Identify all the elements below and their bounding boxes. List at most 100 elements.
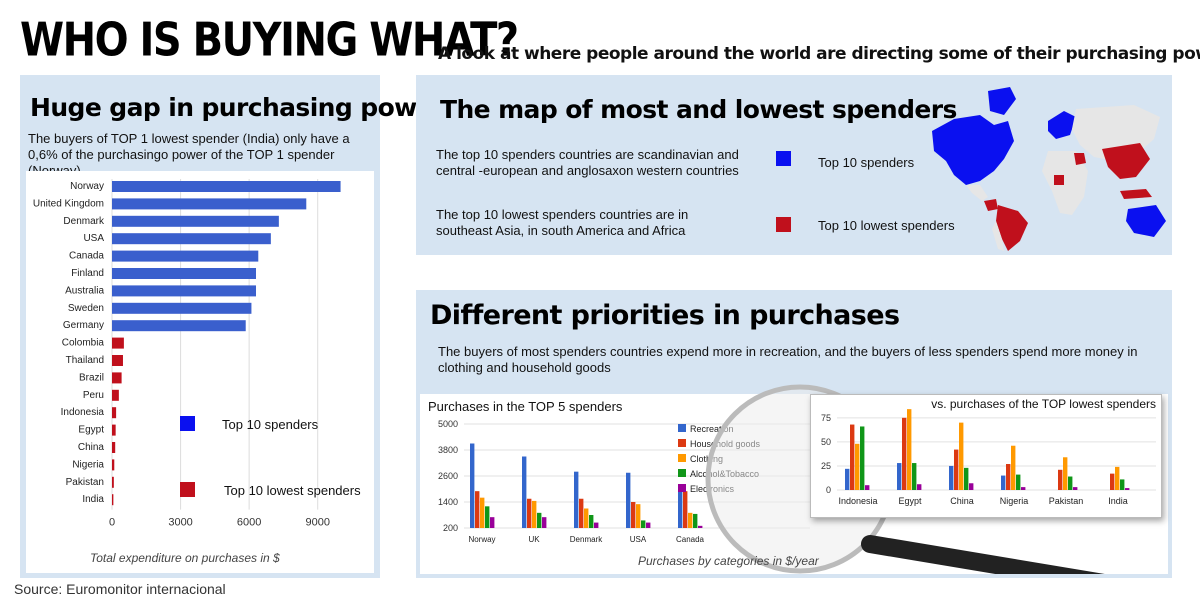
category-label: China [78, 442, 105, 453]
greenland-shape [988, 87, 1016, 115]
priorities-chart-box: Purchases in the TOP 5 spenders 200 1400 26… [420, 384, 1168, 574]
bar-denmark-4 [594, 522, 599, 528]
legend-top-swatch [180, 416, 195, 431]
y-tick-label: 25 [821, 461, 831, 471]
category-label: United Kingdom [33, 198, 104, 209]
africa-shape [1042, 151, 1088, 215]
priorities-description: The buyers of most spenders countries ex… [438, 344, 1138, 375]
map-legend-top-swatch [776, 151, 791, 166]
bar-egypt-2 [907, 409, 912, 490]
magnifier-handle [861, 535, 1105, 574]
category-label: Pakistan [1049, 496, 1084, 506]
bar-pakistan-3 [1068, 476, 1073, 490]
expenditure-chart-footer: Total expenditure on purchases in $ [90, 551, 280, 565]
bar-united-kingdom [112, 198, 307, 210]
purchasing-gap-panel: Huge gap in purchasing power The buyers … [20, 75, 445, 578]
bar-egypt-1 [902, 417, 907, 490]
bar-india [112, 494, 114, 506]
bar-uk-2 [532, 500, 537, 528]
x-tick-label: 0 [109, 517, 115, 529]
category-label: Canada [69, 251, 104, 262]
bar-india-4 [1125, 488, 1130, 490]
category-label: Brazil [79, 372, 104, 383]
x-tick-label: 3000 [168, 517, 192, 529]
y-tick-label: 75 [821, 413, 831, 423]
x-tick-label: 9000 [305, 517, 329, 529]
category-label: UK [528, 535, 540, 544]
bar-uk-0 [522, 456, 527, 528]
colombia-shape [984, 199, 998, 211]
category-label: Denmark [63, 216, 105, 227]
priorities-title: Different priorities in purchases [430, 300, 900, 331]
bar-brazil [112, 372, 122, 384]
bar-pakistan-2 [1063, 457, 1068, 490]
map-text-top: The top 10 spenders countries are scandi… [436, 147, 739, 178]
category-label: Norway [468, 535, 495, 544]
bar-nigeria-0 [1001, 475, 1006, 490]
bar-denmark [112, 215, 279, 227]
bar-norway-1 [475, 491, 480, 528]
bar-norway-3 [485, 506, 490, 528]
legend-swatch [678, 439, 686, 447]
category-label: Indonesia [61, 407, 105, 418]
bar-usa-0 [626, 472, 631, 528]
bar-thailand [112, 355, 123, 366]
category-label: Nigeria [72, 459, 104, 470]
bar-indonesia-4 [865, 485, 870, 490]
bar-usa-3 [641, 520, 646, 528]
bar-norway-0 [470, 443, 475, 528]
bar-canada-3 [693, 513, 698, 528]
indonesia-shape [1120, 189, 1152, 199]
category-label: Canada [676, 535, 705, 544]
bar-usa-4 [646, 522, 651, 528]
bar-colombia [112, 337, 124, 349]
priorities-panel: Different priorities in purchases The bu… [416, 290, 1172, 578]
legend-low-label: Top 10 lowest spenders [224, 483, 361, 498]
bar-uk-4 [542, 517, 547, 528]
bar-pakistan-1 [1058, 469, 1063, 490]
category-label: Thailand [66, 355, 104, 366]
bar-china-2 [959, 422, 964, 490]
source-note: Source: Euromonitor internacional [14, 581, 226, 597]
bar-india-1 [1110, 473, 1115, 490]
bar-indonesia [112, 407, 117, 419]
bar-uk-1 [527, 498, 532, 528]
bar-canada-2 [688, 512, 693, 528]
bar-nigeria-3 [1016, 474, 1021, 490]
bar-india-3 [1120, 479, 1125, 490]
lowest-category-chart: vs. purchases of the TOP lowest spenders… [821, 397, 1156, 506]
purchasing-gap-description: The buyers of TOP 1 lowest spender (Indi… [28, 131, 350, 178]
bar-peru [112, 389, 119, 401]
bar-china-0 [949, 465, 954, 490]
bar-canada-4 [698, 525, 703, 528]
bar-denmark-1 [579, 498, 584, 528]
bar-usa [112, 233, 271, 245]
legend-label: Clothing [690, 454, 723, 464]
category-label: Norway [70, 181, 104, 192]
bar-usa-2 [636, 504, 641, 528]
bar-denmark-3 [589, 515, 594, 528]
bar-norway-2 [480, 497, 485, 528]
bar-egypt-4 [917, 484, 922, 490]
bar-finland [112, 268, 256, 279]
category-label: Indonesia [838, 496, 877, 506]
legend-label: Recreation [690, 424, 734, 434]
south-asia-shape [1102, 143, 1150, 179]
map-text-low: The top 10 lowest spenders countries are… [436, 207, 689, 238]
bar-china-4 [969, 483, 974, 490]
category-label: Colombia [62, 338, 105, 349]
europe-shape [1048, 111, 1076, 139]
bar-indonesia-2 [855, 443, 860, 490]
map-legend-low-label: Top 10 lowest spenders [818, 218, 955, 233]
category-label: Peru [83, 390, 104, 401]
bar-egypt-3 [912, 463, 917, 490]
purchasing-gap-title: Huge gap in purchasing power [30, 93, 445, 122]
category-label: Australia [65, 285, 104, 296]
north-america-shape [932, 115, 1014, 185]
australia-shape [1126, 205, 1166, 237]
bar-egypt-0 [897, 463, 902, 490]
priorities-chart-footer: Purchases by categories in $/year [638, 554, 819, 568]
spenders-map-panel: The map of most and lowest spenders The … [416, 75, 1172, 255]
egypt-shape [1074, 153, 1086, 165]
bar-nigeria-4 [1021, 487, 1026, 490]
